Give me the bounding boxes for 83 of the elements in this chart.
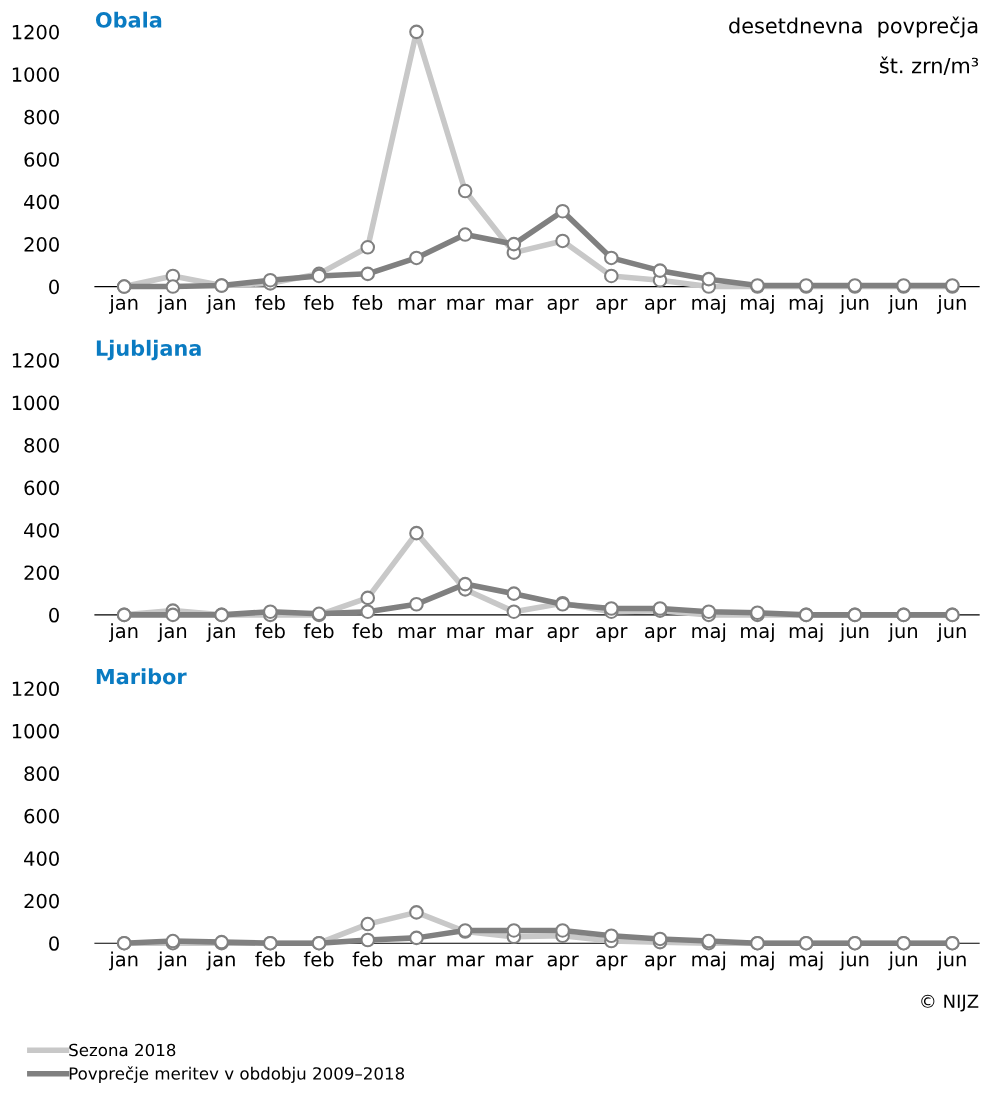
x-tick-label: feb [303, 951, 334, 967]
y-tick-label: 0 [49, 607, 59, 623]
y-tick-label: 1200 [12, 353, 59, 368]
x-tick-label: jan [109, 294, 138, 314]
y-tick-label: 400 [24, 522, 59, 538]
y-tick-label: 200 [24, 893, 59, 909]
x-tick-label: mar [496, 627, 534, 639]
x-tick-label: apr [596, 298, 628, 314]
y-tick-label: 1200 [12, 681, 59, 697]
x-tick-label: jun [888, 294, 917, 314]
x-tick-label: jun [936, 623, 966, 643]
chart-title: Ljubljana [96, 339, 201, 361]
x-tick-label: maj [789, 951, 823, 971]
y-tick-label: 800 [24, 438, 59, 453]
x-tick-label: feb [255, 623, 285, 639]
chart-title: Maribor [96, 668, 187, 685]
x-tick-label: jun [888, 623, 917, 643]
x-tick-label: jun [936, 951, 966, 971]
x-tick-label: mar [496, 298, 534, 310]
y-tick-label: 600 [24, 808, 59, 824]
y-tick-label: 0 [49, 936, 59, 951]
x-tick-label: feb [255, 294, 285, 310]
x-tick-label: mar [447, 298, 485, 310]
x-tick-label: jan [157, 623, 187, 643]
x-tick-label: apr [645, 627, 677, 643]
y-tick-label: 0 [49, 279, 59, 295]
x-tick-label: apr [547, 955, 579, 971]
x-tick-label: feb [303, 623, 334, 639]
y-tick-label: 1000 [12, 67, 59, 82]
x-tick-label: mar [398, 298, 436, 310]
x-tick-label: apr [547, 298, 579, 314]
chart-title: Obala [95, 11, 162, 28]
y-tick-label: 200 [24, 237, 59, 252]
x-tick-label: maj [692, 951, 726, 971]
x-tick-label: jun [888, 951, 917, 971]
x-tick-label: feb [303, 294, 334, 310]
x-tick-label: maj [741, 294, 774, 314]
y-tick-label: 600 [24, 152, 59, 167]
y-tick-label: 1200 [12, 24, 59, 40]
x-tick-label: feb [352, 623, 383, 639]
x-tick-label: jan [109, 951, 138, 971]
x-tick-label: mar [447, 955, 485, 967]
legend-label: Sezona 2018 [69, 1043, 176, 1057]
y-tick-label: 800 [24, 109, 59, 125]
x-tick-label: apr [596, 627, 628, 643]
y-tick-label: 400 [24, 194, 59, 210]
annotation: št. zrn/m³ [879, 56, 979, 76]
x-tick-label: maj [692, 294, 726, 314]
x-tick-label: jan [206, 294, 235, 314]
x-tick-label: feb [352, 951, 383, 967]
x-tick-label: jan [109, 623, 138, 643]
y-tick-label: 800 [24, 766, 59, 782]
x-tick-label: jun [839, 951, 869, 971]
x-tick-label: maj [741, 951, 774, 971]
x-tick-label: maj [692, 623, 726, 643]
x-tick-label: apr [547, 627, 579, 643]
x-tick-label: jan [157, 294, 187, 314]
x-tick-label: jan [157, 951, 187, 971]
x-tick-label: mar [447, 627, 485, 639]
annotation: desetdnevna povprečja [729, 16, 978, 38]
y-tick-label: 1000 [12, 395, 59, 411]
x-tick-label: maj [789, 623, 823, 643]
y-tick-label: 400 [24, 851, 59, 866]
x-tick-label: maj [741, 623, 774, 643]
x-tick-label: jun [839, 294, 869, 314]
x-tick-label: mar [496, 955, 534, 967]
y-tick-label: 1000 [12, 723, 59, 739]
x-tick-label: apr [645, 298, 677, 314]
x-tick-label: jun [936, 294, 966, 314]
x-tick-label: maj [789, 294, 823, 314]
x-tick-label: feb [352, 294, 383, 310]
x-tick-label: jan [206, 623, 235, 643]
y-tick-label: 600 [24, 480, 59, 496]
y-tick-label: 200 [24, 565, 59, 581]
x-tick-label: jun [839, 623, 869, 643]
x-tick-label: mar [398, 955, 436, 967]
x-tick-label: mar [398, 627, 436, 639]
x-tick-label: apr [596, 955, 628, 971]
x-tick-label: apr [645, 955, 677, 971]
legend-label: Povprečje meritev v obdobju 2009–2018 [69, 1066, 405, 1083]
x-tick-label: feb [255, 951, 285, 967]
x-tick-label: jan [206, 951, 235, 971]
text: © NIJZ [921, 994, 979, 1012]
